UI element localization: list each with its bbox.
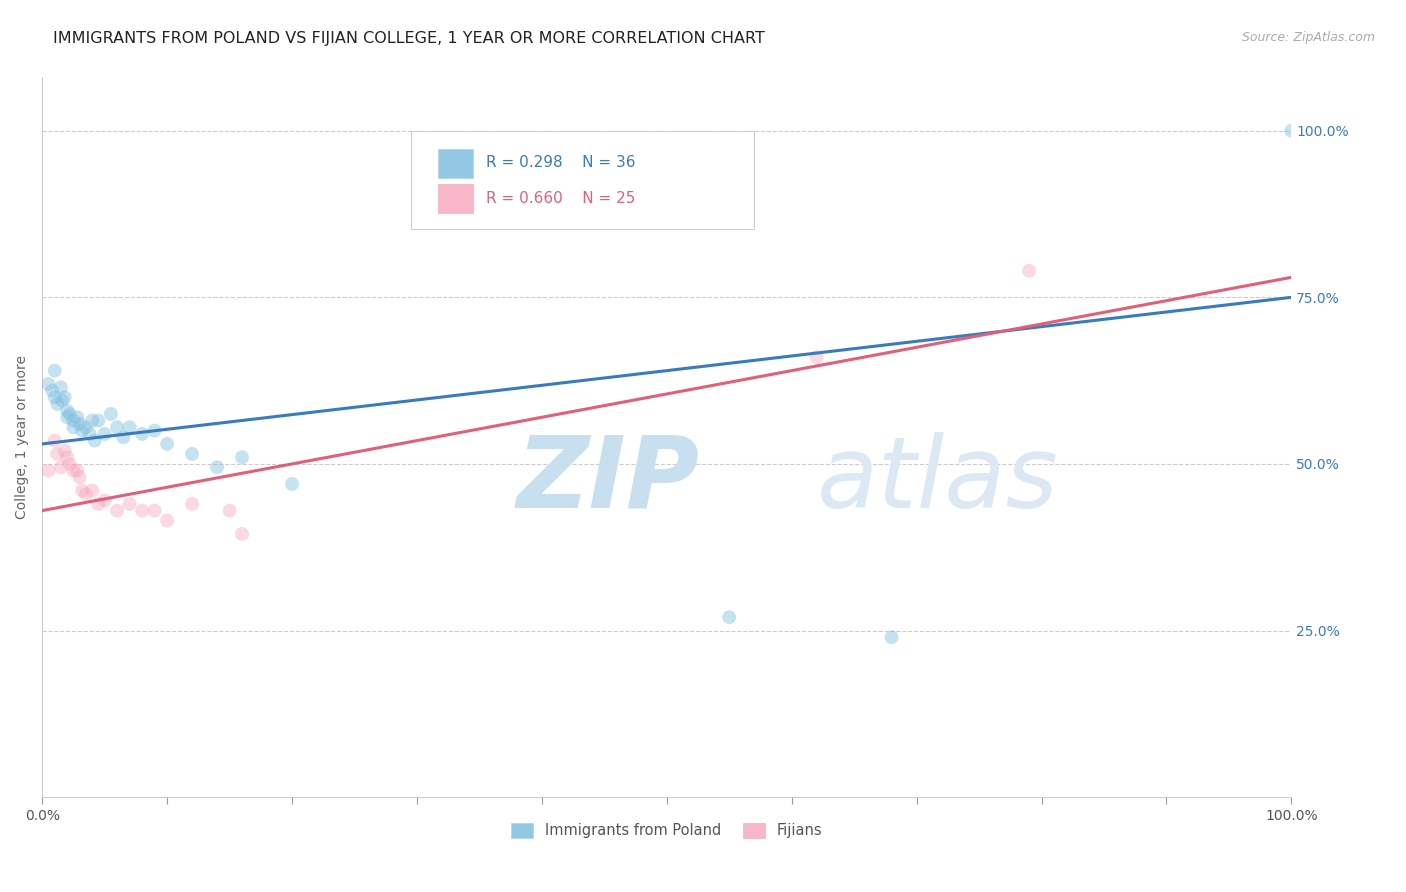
Point	[806, 351, 828, 365]
Point	[70, 483, 93, 498]
Text: R = 0.660    N = 25: R = 0.660 N = 25	[485, 191, 636, 206]
Point	[51, 393, 73, 408]
Point	[49, 460, 72, 475]
Point	[75, 420, 97, 434]
Point	[56, 450, 79, 465]
Text: IMMIGRANTS FROM POLAND VS FIJIAN COLLEGE, 1 YEAR OR MORE CORRELATION CHART: IMMIGRANTS FROM POLAND VS FIJIAN COLLEGE…	[53, 31, 765, 46]
Point	[112, 430, 135, 444]
Point	[131, 426, 153, 441]
Point	[59, 457, 82, 471]
Point	[66, 464, 89, 478]
Point	[105, 420, 128, 434]
Point	[281, 477, 304, 491]
Point	[118, 497, 141, 511]
Point	[79, 426, 101, 441]
Legend: Immigrants from Poland, Fijians: Immigrants from Poland, Fijians	[506, 817, 828, 844]
Point	[1018, 263, 1040, 277]
Point	[718, 610, 741, 624]
Point	[44, 364, 66, 378]
Point	[59, 407, 82, 421]
Point	[69, 470, 91, 484]
Point	[156, 437, 179, 451]
Point	[118, 420, 141, 434]
Point	[181, 497, 204, 511]
Point	[880, 630, 903, 644]
Point	[105, 503, 128, 517]
Text: Source: ZipAtlas.com: Source: ZipAtlas.com	[1241, 31, 1375, 45]
Point	[56, 403, 79, 417]
Text: R = 0.298    N = 36: R = 0.298 N = 36	[485, 155, 636, 169]
Point	[143, 424, 166, 438]
FancyBboxPatch shape	[411, 131, 754, 228]
Point	[46, 447, 69, 461]
Point	[49, 380, 72, 394]
FancyBboxPatch shape	[439, 184, 474, 212]
Point	[181, 447, 204, 461]
Point	[62, 464, 84, 478]
FancyBboxPatch shape	[439, 149, 474, 178]
Point	[87, 414, 110, 428]
Point	[231, 527, 253, 541]
Point	[46, 397, 69, 411]
Point	[37, 376, 59, 391]
Point	[231, 450, 253, 465]
Point	[37, 464, 59, 478]
Point	[66, 410, 89, 425]
Point	[82, 414, 104, 428]
Point	[218, 503, 240, 517]
Point	[75, 487, 97, 501]
Text: ZIP: ZIP	[517, 432, 700, 529]
Point	[53, 390, 76, 404]
Point	[62, 414, 84, 428]
Point	[93, 426, 115, 441]
Point	[44, 434, 66, 448]
Point	[93, 493, 115, 508]
Point	[82, 483, 104, 498]
Point	[87, 497, 110, 511]
Point	[70, 424, 93, 438]
Point	[56, 410, 79, 425]
Text: atlas: atlas	[817, 432, 1059, 529]
Point	[62, 420, 84, 434]
Point	[156, 514, 179, 528]
Point	[53, 443, 76, 458]
Point	[69, 417, 91, 431]
Point	[44, 390, 66, 404]
Y-axis label: College, 1 year or more: College, 1 year or more	[15, 355, 30, 519]
Point	[41, 384, 63, 398]
Point	[83, 434, 105, 448]
Point	[1279, 124, 1302, 138]
Point	[100, 407, 122, 421]
Point	[143, 503, 166, 517]
Point	[131, 503, 153, 517]
Point	[205, 460, 228, 475]
